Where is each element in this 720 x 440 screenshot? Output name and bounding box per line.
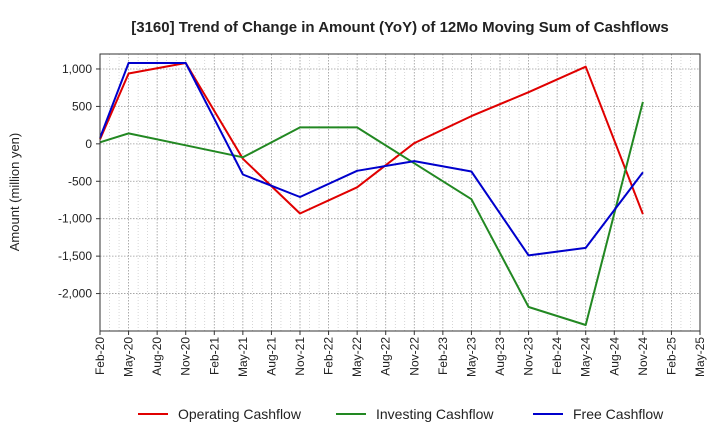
series-line-free-cashflow bbox=[99, 62, 644, 257]
y-tick-label: 0 bbox=[85, 137, 92, 151]
y-axis: 1,000 500 0 -500 -1,000 -1,500 -2,000 bbox=[58, 62, 100, 301]
x-tick-label: Aug-20 bbox=[150, 337, 164, 376]
x-tick-label: Feb-25 bbox=[664, 337, 678, 375]
series-layer bbox=[99, 62, 644, 326]
y-tick-label: 1,000 bbox=[62, 62, 92, 76]
x-tick-label: Nov-21 bbox=[293, 337, 307, 376]
x-axis: Feb-20 May-20 Aug-20 Nov-20 Feb-21 May-21 Aug-… bbox=[93, 331, 707, 377]
x-tick-label: May-23 bbox=[464, 337, 478, 377]
x-tick-label: Aug-22 bbox=[379, 337, 393, 376]
legend-label-free-cashflow: Free Cashflow bbox=[573, 406, 664, 422]
chart-title: [3160] Trend of Change in Amount (YoY) o… bbox=[131, 19, 669, 36]
x-tick-label: Feb-22 bbox=[322, 337, 336, 375]
y-tick-label: -500 bbox=[68, 174, 92, 188]
series-line-operating-cashflow bbox=[99, 62, 644, 215]
y-tick-label: -1,500 bbox=[58, 249, 92, 263]
x-tick-label: Nov-23 bbox=[522, 337, 536, 376]
x-tick-label: Aug-24 bbox=[607, 337, 621, 376]
x-tick-label: Feb-24 bbox=[550, 337, 564, 375]
legend-label-operating-cashflow: Operating Cashflow bbox=[178, 406, 302, 422]
x-tick-label: Feb-23 bbox=[436, 337, 450, 375]
x-tick-label: May-22 bbox=[350, 337, 364, 377]
x-tick-label: May-20 bbox=[122, 337, 136, 377]
x-tick-label: Feb-20 bbox=[93, 337, 107, 375]
x-tick-label: May-21 bbox=[236, 337, 250, 377]
x-tick-label: Nov-22 bbox=[407, 337, 421, 376]
series-line-investing-cashflow bbox=[99, 101, 644, 326]
y-tick-label: -1,000 bbox=[58, 212, 92, 226]
legend: Operating Cashflow Investing Cashflow Free… bbox=[138, 406, 664, 422]
y-axis-label: Amount (million yen) bbox=[7, 133, 22, 252]
y-tick-label: 500 bbox=[72, 99, 92, 113]
x-tick-label: Nov-20 bbox=[179, 337, 193, 376]
x-tick-label: Feb-21 bbox=[207, 337, 221, 375]
x-tick-label: Nov-24 bbox=[636, 337, 650, 376]
plot-frame bbox=[99, 53, 701, 332]
x-tick-label: May-25 bbox=[693, 337, 707, 377]
x-tick-label: Aug-21 bbox=[264, 337, 278, 376]
x-tick-label: May-24 bbox=[579, 337, 593, 377]
y-tick-label: -2,000 bbox=[58, 287, 92, 301]
legend-label-investing-cashflow: Investing Cashflow bbox=[376, 406, 494, 422]
grid bbox=[99, 54, 701, 331]
x-tick-label: Aug-23 bbox=[493, 337, 507, 376]
